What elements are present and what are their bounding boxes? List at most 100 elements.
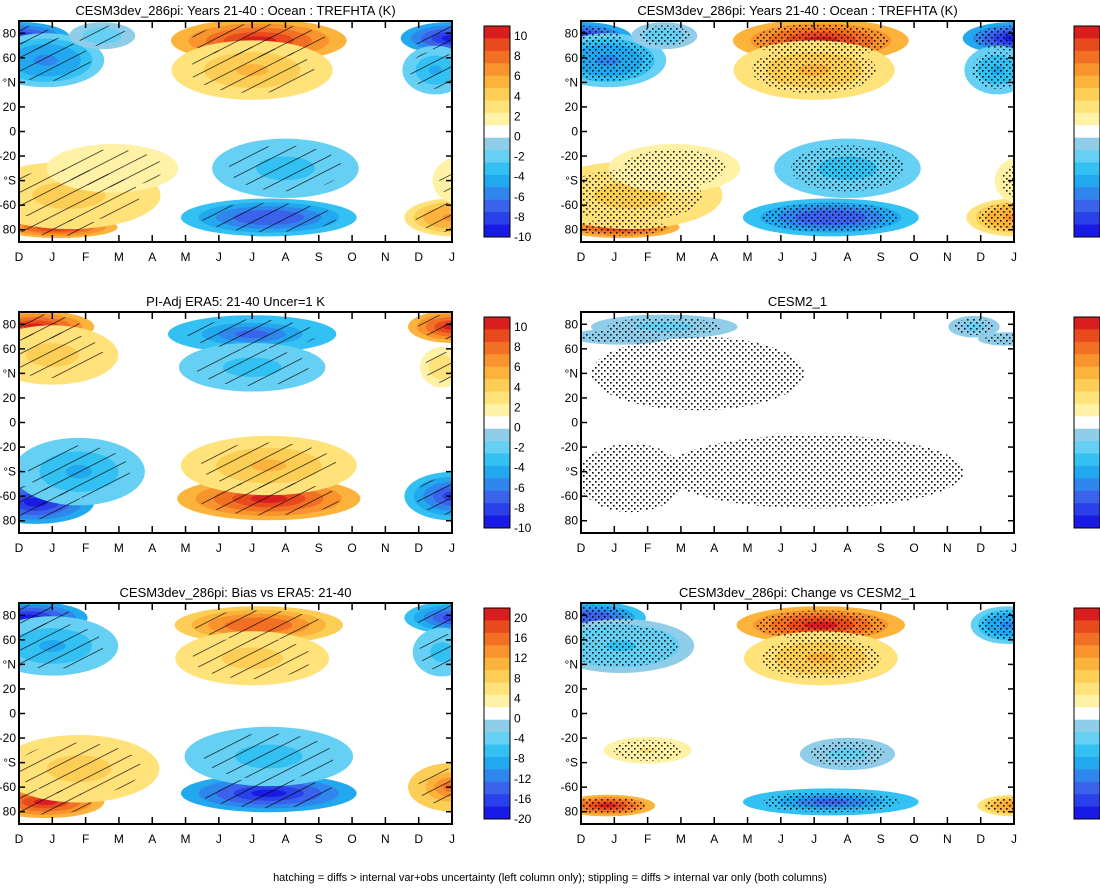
hatching-overlay [19, 789, 91, 815]
stippling-overlay [979, 610, 1014, 640]
colorbar-bin [484, 645, 510, 659]
colorbar-bin [1074, 199, 1100, 213]
hatching-overlay [228, 145, 343, 192]
colorbar-bin [1074, 620, 1100, 634]
x-tick-label: J [49, 832, 55, 846]
x-tick-label: J [49, 541, 55, 555]
colorbar-bin [484, 707, 510, 721]
stippling-overlay [581, 443, 685, 513]
stippling-overlay [977, 202, 1014, 233]
colorbar-bin [484, 212, 510, 226]
x-tick-label: J [49, 250, 55, 264]
x-tick-label: M [743, 832, 753, 846]
colorbar-bin [1074, 50, 1100, 64]
x-tick-label: J [778, 250, 784, 264]
colorbar-tick-label: 8 [514, 340, 521, 354]
colorbar-bin [1074, 63, 1100, 77]
x-tick-label: A [710, 832, 718, 846]
colorbar-bin [484, 515, 510, 529]
y-tick-label: 80 [3, 26, 17, 40]
y-tick-label: -20 [561, 731, 579, 745]
x-tick-label: J [778, 541, 784, 555]
colorbar-bin [1074, 453, 1100, 467]
colorbar-bin [1074, 403, 1100, 417]
hatching-overlay [419, 633, 452, 671]
colorbar-bin [484, 441, 510, 455]
y-tick-label: °N [565, 75, 578, 89]
x-tick-label: D [15, 541, 24, 555]
panel-title: PI-Adj ERA5: 21-40 Uncer=1 K [146, 294, 325, 309]
x-tick-label: D [15, 250, 24, 264]
colorbar-bin [484, 137, 510, 151]
y-tick-label: °S [3, 174, 16, 188]
x-tick-label: D [577, 541, 586, 555]
colorbar-tick-label: 6 [514, 360, 521, 374]
colorbar-bin [1074, 112, 1100, 126]
colorbar-bin [1074, 38, 1100, 52]
colorbar-bin [484, 366, 510, 380]
x-tick-label: J [249, 832, 255, 846]
hatching-overlay [192, 637, 312, 680]
colorbar-bin [1074, 670, 1100, 683]
colorbar-bin [1074, 744, 1100, 758]
x-tick-label: M [676, 832, 686, 846]
panel-title: CESM2_1 [768, 294, 827, 309]
y-tick-label: -60 [0, 780, 16, 794]
colorbar-bin [1074, 756, 1100, 770]
colorbar-tick-label: 12 [514, 651, 528, 665]
x-tick-label: J [216, 832, 222, 846]
x-tick-label: J [611, 541, 617, 555]
colorbar-frame [1073, 607, 1100, 820]
colorbar-bin [1074, 719, 1100, 733]
x-tick-label: S [315, 832, 323, 846]
colorbar-tick-label: -12 [514, 772, 532, 786]
colorbar-bin [1074, 137, 1100, 151]
y-tick-label: 20 [565, 100, 579, 114]
hatching-overlay [418, 768, 452, 806]
colorbar-bin [1074, 694, 1100, 708]
colorbar-bin [484, 63, 510, 77]
y-tick-label: °S [3, 756, 16, 770]
panel-6: CESM3dev_286pi: Change vs CESM2_1 D J F M A M J… [561, 585, 1100, 846]
colorbar-bin [1074, 794, 1100, 808]
panel-title: CESM3dev_286pi: Years 21-40 : Ocean : TR… [637, 3, 957, 18]
colorbar-tick-label: 4 [514, 89, 521, 103]
hatching-overlay [198, 481, 340, 516]
colorbar-bin [484, 162, 510, 176]
colorbar-bin [1074, 174, 1100, 188]
x-tick-label: D [976, 250, 985, 264]
hatching-overlay [200, 202, 337, 233]
colorbar-bin [484, 620, 510, 634]
colorbar-bin [1074, 212, 1100, 226]
y-tick-label: 60 [565, 633, 579, 647]
x-tick-label: F [644, 250, 651, 264]
colorbar-tick-label: -10 [514, 521, 532, 535]
hatching-overlay [200, 442, 337, 489]
stippling-overlay [590, 336, 805, 411]
colorbar-bin [484, 75, 510, 89]
colorbar-bin [1074, 125, 1100, 139]
colorbar-bin [484, 657, 510, 671]
colorbar-bin [1074, 645, 1100, 659]
x-tick-label: D [414, 832, 423, 846]
x-tick-label: N [381, 541, 390, 555]
stippling-overlay [613, 739, 682, 761]
x-tick-label: S [315, 250, 323, 264]
y-tick-label: °N [3, 75, 16, 89]
x-tick-label: J [216, 250, 222, 264]
y-tick-label: °N [3, 657, 16, 671]
y-tick-label: 60 [565, 342, 579, 356]
colorbar-bin [1074, 781, 1100, 795]
y-tick-label: 80 [565, 223, 579, 237]
hatching-overlay [27, 445, 130, 498]
x-tick-label: M [114, 541, 124, 555]
colorbar-tick-label: 4 [514, 691, 521, 705]
field-layer [19, 603, 452, 819]
colorbar-tick-label: 0 [514, 129, 521, 143]
stippling-overlay [638, 25, 690, 47]
colorbar-bin [484, 199, 510, 213]
colorbar-bin [1074, 354, 1100, 368]
y-tick-label: 60 [3, 342, 17, 356]
x-tick-label: M [181, 541, 191, 555]
hatching-overlay [19, 39, 91, 82]
